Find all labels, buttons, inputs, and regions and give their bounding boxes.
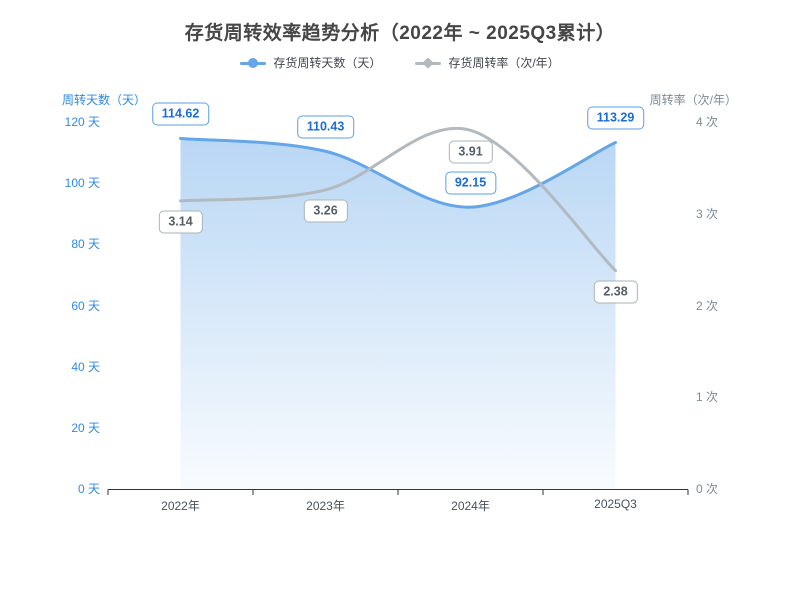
turnover-days-area: [180, 138, 616, 489]
right-y-axis-tick-label: 3 次: [696, 206, 719, 221]
turnover-days-value-label: 110.43: [296, 115, 355, 139]
turnover-rate-value-label: 2.38: [593, 280, 638, 304]
right-y-axis-tick-label: 0 次: [696, 482, 719, 496]
left-y-axis-tick-label: 20 天: [71, 420, 100, 435]
x-axis-tick-label: 2025Q3: [594, 497, 637, 511]
turnover-rate-line: [179, 126, 617, 273]
legend-label: 存货周转率（次/年）: [448, 56, 560, 70]
turnover-rate-value-label: 3.91: [448, 140, 493, 164]
x-axis-tick-label: 2022年: [161, 499, 200, 513]
legend-label: 存货周转天数（天）: [273, 56, 382, 70]
x-axis-tick-label: 2023年: [306, 499, 345, 513]
left-y-axis-tick-label: 80 天: [71, 237, 100, 252]
left-y-axis-tick-label: 120 天: [64, 115, 100, 129]
left-axis-name: 周转天数（天）: [62, 93, 147, 107]
right-y-axis-tick-label: 4 次: [696, 115, 719, 129]
right-axis-name: 周转率（次/年）: [649, 93, 737, 107]
chart-title: 存货周转效率趋势分析（2022年 ~ 2025Q3累计）: [184, 23, 616, 44]
left-y-axis-tick-label: 40 天: [71, 359, 100, 374]
turnover-days-value-label: 113.29: [586, 106, 645, 130]
line-circle-marker-icon: [240, 57, 267, 69]
legend-item-turnover-days[interactable]: 存货周转天数（天）: [240, 54, 381, 71]
right-y-axis-tick-label: 1 次: [696, 390, 719, 405]
turnover-days-value-label: 114.62: [151, 102, 210, 126]
left-y-axis-tick-label: 60 天: [71, 298, 100, 313]
right-y-axis-tick-label: 2 次: [696, 298, 719, 313]
left-y-axis-tick-label: 100 天: [64, 176, 100, 191]
turnover-days-value-label: 92.15: [444, 171, 497, 195]
legend-item-turnover-rate[interactable]: 存货周转率（次/年）: [415, 54, 560, 71]
left-y-axis-tick-label: 0 天: [77, 482, 100, 496]
legend: 存货周转天数（天） 存货周转率（次/年）: [0, 54, 800, 71]
turnover-rate-value-label: 3.14: [158, 210, 203, 234]
x-axis-ticks: [107, 489, 689, 495]
line-diamond-marker-icon: [415, 56, 442, 69]
turnover-days-line: [179, 136, 617, 209]
turnover-rate-value-label: 3.26: [303, 199, 348, 223]
x-axis-tick-label: 2024年: [451, 499, 490, 513]
